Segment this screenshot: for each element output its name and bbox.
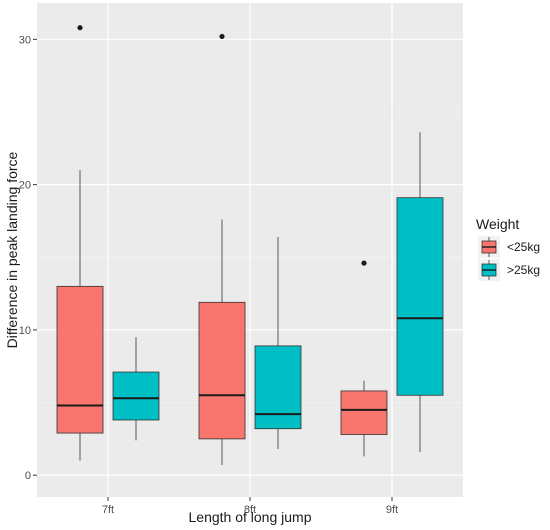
box-7ft-<25kg [56,25,104,461]
outlier-point [219,33,225,40]
box-7ft->25kg [112,337,160,441]
y-axis: 0 10 20 30 [19,34,37,482]
y-axis-title: Difference in peak landing force [4,151,20,348]
legend-item: <25kg [478,236,540,258]
box-iqr [396,197,444,396]
legend-item: >25kg [478,259,540,281]
box-8ft->25kg [254,236,302,450]
x-tick-label: 7ft [102,504,114,516]
legend: Weight <25kg >25kg [476,216,540,281]
box-9ft->25kg [396,132,444,452]
box-marks [56,25,444,466]
box-iqr [254,345,302,430]
box-iqr [198,301,246,440]
box-8ft-<25kg [198,33,246,466]
y-tick-label: 10 [19,325,31,337]
legend-label: >25kg [507,263,540,277]
outlier-point [361,260,367,266]
y-tick-label: 30 [19,34,31,46]
y-tick-label: 20 [19,180,31,192]
box-iqr [56,285,104,434]
x-tick-label: 8ft [244,504,256,516]
box-iqr [112,371,160,421]
legend-title: Weight [476,216,519,232]
legend-label: <25kg [507,240,540,254]
box-9ft-<25kg [340,260,388,457]
box-iqr [340,390,388,435]
y-tick-label: 0 [25,470,31,482]
x-tick-label: 9ft [386,504,398,516]
x-axis: 7ft 8ft 9ft [102,497,398,516]
grid-lines [37,3,463,497]
outlier-point [77,25,83,31]
x-axis-title: Length of long jump [189,509,312,525]
